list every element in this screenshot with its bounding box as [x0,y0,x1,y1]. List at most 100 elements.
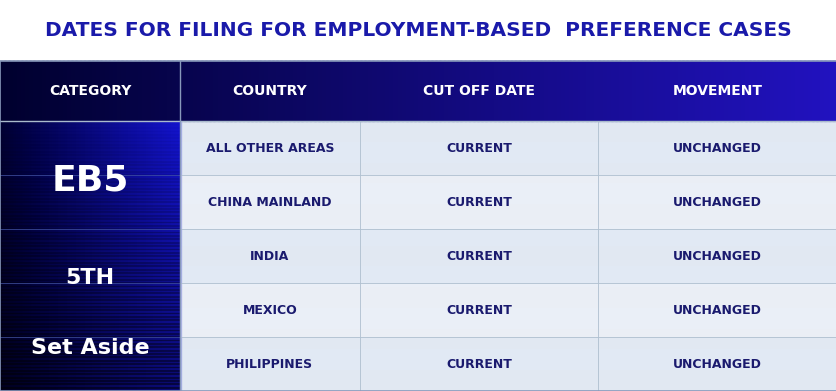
Bar [100,121,104,391]
Bar [364,61,370,121]
Bar [159,61,165,121]
Bar [506,61,512,121]
Bar [180,370,836,391]
Bar [614,61,620,121]
Bar [180,121,836,142]
Bar [142,121,145,391]
Bar [514,61,520,121]
Bar [74,121,76,391]
Bar [786,61,792,121]
Bar [113,61,119,121]
Bar [623,61,629,121]
Text: PHILIPPINES: PHILIPPINES [226,357,314,371]
Bar [136,121,140,391]
Bar [380,61,386,121]
Bar [0,232,180,236]
Bar [155,61,161,121]
Bar [598,337,836,391]
Bar [598,283,836,337]
Bar [119,121,121,391]
Bar [752,61,758,121]
Bar [180,246,836,267]
Bar [0,289,180,293]
Bar [589,61,595,121]
Bar [0,228,180,233]
Bar [0,330,180,334]
Bar [149,121,152,391]
Bar [761,61,767,121]
Text: UNCHANGED: UNCHANGED [672,303,762,317]
Bar [0,147,180,152]
Bar [39,121,42,391]
Bar [280,61,286,121]
Bar [439,61,445,121]
Bar [686,61,691,121]
Bar [0,252,180,256]
Bar [0,141,180,145]
Bar [648,61,654,121]
Bar [777,61,783,121]
Text: EB5: EB5 [51,163,129,197]
Bar [59,61,64,121]
Bar [0,309,180,314]
Bar [268,61,273,121]
Bar [798,61,804,121]
Bar [0,306,180,310]
Bar [128,121,130,391]
Bar [178,121,181,391]
Bar [42,61,48,121]
Bar [539,61,545,121]
Bar [180,121,359,175]
Bar [162,121,165,391]
Bar [343,61,349,121]
Bar [0,259,180,263]
Bar [568,61,574,121]
Bar [0,373,180,378]
Bar [31,121,33,391]
Bar [133,121,135,391]
Bar [339,61,344,121]
Bar [815,61,821,121]
Text: UNCHANGED: UNCHANGED [672,196,762,209]
Bar [610,61,616,121]
Bar [757,61,762,121]
Bar [518,61,524,121]
Bar [0,360,180,364]
Bar [314,61,319,121]
Bar [681,61,687,121]
Bar [160,121,162,391]
Bar [0,265,180,270]
Bar [510,61,516,121]
Bar [326,61,332,121]
Bar [25,61,31,121]
Bar [33,61,39,121]
Text: Set Aside: Set Aside [31,338,149,358]
Bar [14,121,17,391]
Bar [3,121,6,391]
Bar [0,168,180,172]
Bar [0,343,180,347]
Bar [100,61,106,121]
Bar [0,215,180,219]
Bar [115,121,118,391]
Bar [305,61,311,121]
Bar [443,61,449,121]
Bar [99,121,101,391]
Bar [83,121,85,391]
Text: CURRENT: CURRENT [446,142,512,155]
Bar [0,370,180,374]
Bar [485,61,491,121]
Bar [0,181,180,185]
Bar [251,61,257,121]
Bar [690,61,696,121]
Bar [0,340,180,344]
Bar [556,61,562,121]
Bar [359,283,598,337]
Bar [389,61,395,121]
Bar [226,61,232,121]
Bar [146,61,152,121]
Bar [109,61,115,121]
Bar [71,61,77,121]
Bar [0,346,180,350]
Bar [502,61,507,121]
